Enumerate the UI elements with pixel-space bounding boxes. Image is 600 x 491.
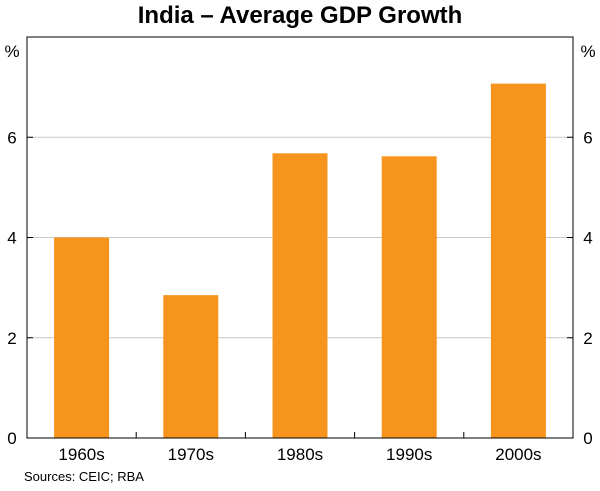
bar-1960s xyxy=(54,237,110,438)
bars xyxy=(54,83,546,439)
x-tick-label: 1980s xyxy=(277,445,323,464)
y-tick-label-right: 6 xyxy=(583,128,592,147)
y-tick-labels-right: 0 2 4 6 xyxy=(583,128,592,448)
y-tick-label-right: 2 xyxy=(583,329,592,348)
y-tick-label-left: 2 xyxy=(7,329,16,348)
plot-frame xyxy=(26,36,574,439)
y-tick-label-right: 4 xyxy=(583,229,592,248)
x-tick-label: 1990s xyxy=(386,445,432,464)
source-note: Sources: CEIC; RBA xyxy=(24,469,144,484)
y-tick-label-left: 0 xyxy=(7,429,16,448)
x-tick-label: 2000s xyxy=(495,445,541,464)
bar-1980s xyxy=(272,153,328,439)
y-axis-unit-left: % xyxy=(4,42,19,61)
y-tick-label-left: 6 xyxy=(7,128,16,147)
y-tick-label-left: 4 xyxy=(7,229,16,248)
y-tick-labels-left: 0 2 4 6 xyxy=(7,128,16,448)
y-axis-unit-right: % xyxy=(580,42,595,61)
chart-title: India – Average GDP Growth xyxy=(137,2,463,29)
x-tick-label: 1970s xyxy=(168,445,214,464)
bar-1990s xyxy=(381,156,437,439)
bar-1970s xyxy=(163,295,219,438)
y-tick-label-right: 0 xyxy=(583,429,592,448)
x-tick-label: 1960s xyxy=(58,445,104,464)
x-tick-labels: 1960s 1970s 1980s 1990s 2000s xyxy=(58,445,541,464)
bar-2000s xyxy=(490,83,546,439)
